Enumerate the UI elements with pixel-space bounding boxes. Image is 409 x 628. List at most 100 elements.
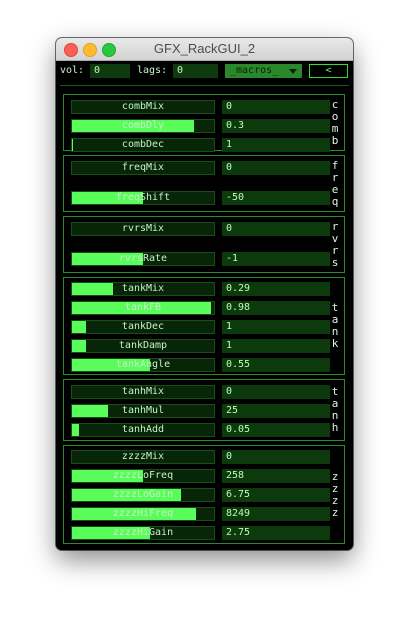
section-name-letter: k <box>331 337 339 350</box>
slider-rvrsRate[interactable]: rvrsRate <box>71 252 215 266</box>
slider-tankAngle[interactable]: tankAngle <box>71 358 215 372</box>
slider-tankDec[interactable]: tankDec <box>71 320 215 334</box>
value-field-zzzzMix[interactable]: 0 <box>222 450 330 464</box>
minimize-button[interactable] <box>83 43 97 57</box>
value-field-tanhAdd[interactable]: 0.05 <box>222 423 330 437</box>
value-field-tankFB[interactable]: 0.98 <box>222 301 330 315</box>
slider-label: tankDec <box>121 321 165 332</box>
macros-value: _macros_ <box>230 65 279 76</box>
value-field-zzzzHiGain[interactable]: 2.75 <box>222 526 330 540</box>
slider-label: zzzzLoFreq <box>112 470 174 481</box>
section-name-letter: z <box>331 482 339 495</box>
value-field-zzzzLoGain[interactable]: 6.75 <box>222 488 330 502</box>
section-name-letter: n <box>331 325 339 338</box>
slider-fill <box>72 283 114 295</box>
section-freq: freqMix 0 freqShift -50 f r e q <box>63 155 345 212</box>
macros-dropdown[interactable]: _macros_ <box>225 64 302 78</box>
slider-label: zzzzHiGain <box>112 527 174 538</box>
slider-label: combMix <box>121 101 165 112</box>
section-name-letter: b <box>331 134 339 147</box>
app-window: GFX_RackGUI_2 vol: 0 lags: 0 _macros_ < … <box>56 38 353 550</box>
section-zzzz: zzzzMix 0 zzzzLoFreq 258 zzzzLoGain 6.75 zzzzH… <box>63 445 345 544</box>
value-field-zzzzLoFreq[interactable]: 258 <box>222 469 330 483</box>
slider-fill <box>72 405 108 417</box>
slider-combDly[interactable]: combDly <box>71 119 215 133</box>
section-name-letter: t <box>331 301 339 314</box>
section-name-letter: c <box>331 98 339 111</box>
vol-field[interactable]: 0 <box>90 64 130 78</box>
value-field-tankDamp[interactable]: 1 <box>222 339 330 353</box>
section-name-letter: q <box>331 195 339 208</box>
slider-tankDamp[interactable]: tankDamp <box>71 339 215 353</box>
slider-freqShift[interactable]: freqShift <box>71 191 215 205</box>
section-name-letter: a <box>331 313 339 326</box>
slider-label: combDec <box>121 139 165 150</box>
slider-tankFB[interactable]: tankFB <box>71 301 215 315</box>
slider-fill <box>72 470 143 482</box>
value-field-tankMix[interactable]: 0.29 <box>222 282 330 296</box>
value-field-freqShift[interactable]: -50 <box>222 191 330 205</box>
slider-fill <box>72 321 87 333</box>
value-field-combDec[interactable]: 1 <box>222 138 330 152</box>
close-button[interactable] <box>64 43 78 57</box>
slider-fill <box>72 359 151 371</box>
slider-tankMix[interactable]: tankMix <box>71 282 215 296</box>
slider-combMix[interactable]: combMix <box>71 100 215 114</box>
slider-fill <box>72 508 196 520</box>
section-name-letter: t <box>331 385 339 398</box>
slider-label: tankAngle <box>115 359 171 370</box>
section-name-letter: r <box>331 244 339 257</box>
value-field-tankDec[interactable]: 1 <box>222 320 330 334</box>
slider-zzzzLoFreq[interactable]: zzzzLoFreq <box>71 469 215 483</box>
value-field-zzzzHiFreq[interactable]: 8249 <box>222 507 330 521</box>
slider-tanhAdd[interactable]: tanhAdd <box>71 423 215 437</box>
section-rvrs: rvrsMix 0 rvrsRate -1 r v r s <box>63 216 345 273</box>
chevron-down-icon <box>289 69 297 74</box>
slider-fill <box>72 489 182 501</box>
section-name-letter: m <box>331 122 339 135</box>
slider-zzzzHiFreq[interactable]: zzzzHiFreq <box>71 507 215 521</box>
value-field-freqMix[interactable]: 0 <box>222 161 330 175</box>
value-field-tanhMix[interactable]: 0 <box>222 385 330 399</box>
slider-zzzzMix[interactable]: zzzzMix <box>71 450 215 464</box>
slider-fill <box>72 527 151 539</box>
value-field-rvrsRate[interactable]: -1 <box>222 252 330 266</box>
slider-label: tanhMix <box>121 386 165 397</box>
value-field-combMix[interactable]: 0 <box>222 100 330 114</box>
section-name-letter: z <box>331 470 339 483</box>
section-tank: tankMix 0.29 tankFB 0.98 tankDec 1 tankDamp 1 ta… <box>63 277 345 375</box>
back-button[interactable]: < <box>309 64 348 78</box>
lags-field[interactable]: 0 <box>173 64 218 78</box>
slider-label: zzzzLoGain <box>112 489 174 500</box>
value-field-rvrsMix[interactable]: 0 <box>222 222 330 236</box>
slider-zzzzLoGain[interactable]: zzzzLoGain <box>71 488 215 502</box>
slider-tanhMix[interactable]: tanhMix <box>71 385 215 399</box>
zoom-button[interactable] <box>102 43 116 57</box>
section-name-letter: h <box>331 421 339 434</box>
slider-rvrsMix[interactable]: rvrsMix <box>71 222 215 236</box>
slider-label: freqMix <box>121 162 165 173</box>
slider-zzzzHiGain[interactable]: zzzzHiGain <box>71 526 215 540</box>
slider-label: tanhMul <box>121 405 165 416</box>
value-field-combDly[interactable]: 0.3 <box>222 119 330 133</box>
slider-combDec[interactable]: combDec <box>71 138 215 152</box>
slider-label: tankMix <box>121 283 165 294</box>
section-name-letter: r <box>331 171 339 184</box>
window-title: GFX_RackGUI_2 <box>153 41 256 56</box>
section-name-letter: r <box>331 220 339 233</box>
slider-label: tankFB <box>124 302 162 313</box>
slider-tanhMul[interactable]: tanhMul <box>71 404 215 418</box>
value-field-tankAngle[interactable]: 0.55 <box>222 358 330 372</box>
slider-label: rvrsMix <box>121 223 165 234</box>
section-tanh: tanhMix 0 tanhMul 25 tanhAdd 0.05 t a n h <box>63 379 345 441</box>
section-name-letter: f <box>331 159 339 172</box>
slider-label: zzzzHiFreq <box>112 508 174 519</box>
slider-fill <box>72 253 143 265</box>
slider-fill <box>72 340 87 352</box>
slider-freqMix[interactable]: freqMix <box>71 161 215 175</box>
value-field-tanhMul[interactable]: 25 <box>222 404 330 418</box>
